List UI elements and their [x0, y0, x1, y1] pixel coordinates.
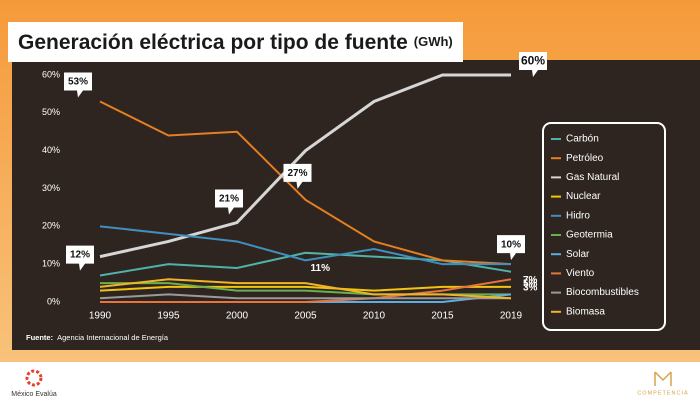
x-tick-label: 1990 — [89, 311, 112, 322]
y-tick-label: 0% — [47, 296, 60, 306]
x-tick-label: 2015 — [431, 311, 454, 322]
callout-label: 21% — [219, 194, 239, 205]
source-label: Fuente: — [26, 333, 53, 342]
value-label: 5% — [523, 279, 538, 290]
callout-label: 10% — [501, 239, 521, 250]
legend-label: Biomasa — [566, 306, 605, 317]
y-tick-label: 10% — [42, 259, 60, 269]
footer-band — [0, 362, 700, 400]
series-line — [99, 100, 512, 266]
series-line — [100, 278, 512, 303]
callout-label: 60% — [521, 54, 545, 68]
title-unit: (GWh) — [414, 34, 453, 49]
title-text: Generación eléctrica por tipo de fuente — [18, 31, 408, 54]
legend-label: Solar — [566, 249, 590, 260]
right-logo-icon — [654, 371, 672, 386]
callout-box — [283, 163, 312, 189]
right-logo: COMPETENCIA — [637, 390, 688, 396]
x-tick-label: 2010 — [363, 311, 386, 322]
series-line — [99, 278, 512, 300]
y-tick-label: 30% — [42, 183, 60, 193]
y-tick-label: 60% — [42, 69, 60, 79]
y-tick-label: 50% — [42, 107, 60, 117]
legend-label: Geotermia — [566, 230, 613, 241]
chart-title: Generación eléctrica por tipo de fuente (… — [18, 31, 453, 54]
series-line — [99, 225, 511, 266]
value-label: 7% — [523, 275, 538, 286]
title-box — [8, 22, 463, 62]
x-tick-label: 2019 — [500, 311, 523, 322]
callout-label: 27% — [287, 168, 307, 179]
source-text: Agencia Internacional de Energía — [57, 333, 169, 342]
callout-label: 53% — [68, 77, 88, 88]
x-tick-label: 2005 — [294, 311, 317, 322]
series-line — [99, 73, 511, 259]
callout-box — [66, 245, 94, 271]
legend-label: Carbón — [566, 134, 599, 145]
legend-label: Hidro — [566, 210, 590, 221]
series-line — [99, 285, 511, 292]
legend-box — [542, 122, 666, 331]
left-logo: México Evalúa — [11, 391, 57, 398]
source: Fuente: Agencia Internacional de Energía — [26, 333, 169, 342]
legend-label: Viento — [566, 268, 595, 279]
callout-box — [64, 72, 92, 98]
callout-box — [519, 52, 547, 77]
callout-label: 12% — [70, 250, 90, 261]
x-tick-label: 1995 — [157, 311, 180, 322]
value-label: 3% — [523, 282, 538, 293]
y-tick-label: 40% — [42, 145, 60, 155]
value-label: 11% — [311, 263, 331, 274]
callout-box — [215, 189, 243, 215]
y-tick-label: 20% — [42, 221, 60, 231]
callout-box — [497, 235, 525, 261]
legend-label: Gas Natural — [566, 172, 619, 183]
legend-label: Petróleo — [566, 153, 604, 164]
x-tick-label: 2000 — [226, 311, 249, 322]
legend-label: Biocombustibles — [566, 287, 639, 298]
left-logo-icon — [25, 369, 43, 387]
series-line — [99, 293, 511, 300]
legend-label: Nuclear — [566, 191, 601, 202]
